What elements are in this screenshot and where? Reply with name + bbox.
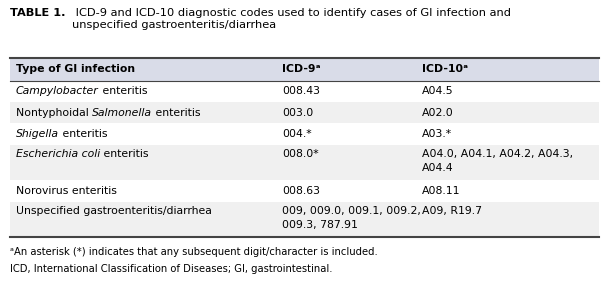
Text: Escherichia coli: Escherichia coli (16, 149, 100, 159)
Text: 009, 009.0, 009.1, 009.2,
009.3, 787.91: 009, 009.0, 009.1, 009.2, 009.3, 787.91 (282, 206, 421, 229)
Text: ᵃAn asterisk (*) indicates that any subsequent digit/character is included.: ᵃAn asterisk (*) indicates that any subs… (10, 246, 378, 257)
Text: 008.0*: 008.0* (282, 149, 319, 159)
Bar (10, 202, 599, 236)
Text: ICD, International Classification of Diseases; GI, gastrointestinal.: ICD, International Classification of Dis… (10, 264, 333, 274)
Bar (10, 81, 599, 102)
Text: Unspecified gastroenteritis/diarrhea: Unspecified gastroenteritis/diarrhea (16, 206, 212, 216)
Text: Salmonella: Salmonella (92, 108, 152, 118)
Text: Campylobacter: Campylobacter (16, 86, 99, 96)
Bar (10, 102, 599, 124)
Text: A02.0: A02.0 (422, 108, 454, 118)
Bar (10, 180, 599, 202)
Text: A09, R19.7: A09, R19.7 (422, 206, 482, 216)
Text: ICD-10ᵃ: ICD-10ᵃ (422, 64, 468, 74)
Text: TABLE 1.: TABLE 1. (10, 8, 66, 18)
Text: enteritis: enteritis (59, 129, 108, 139)
Text: 008.63: 008.63 (282, 186, 320, 196)
Text: ICD-9 and ICD-10 diagnostic codes used to identify cases of GI infection and
uns: ICD-9 and ICD-10 diagnostic codes used t… (72, 8, 511, 30)
Text: enteritis: enteritis (152, 108, 201, 118)
Text: Norovirus enteritis: Norovirus enteritis (16, 186, 117, 196)
Bar (10, 145, 599, 180)
Text: Shigella: Shigella (16, 129, 59, 139)
Text: A08.11: A08.11 (422, 186, 460, 196)
Bar (10, 124, 599, 145)
Text: 004.*: 004.* (282, 129, 312, 139)
Text: 008.43: 008.43 (282, 86, 320, 96)
Bar (10, 58, 599, 81)
Text: Nontyphoidal: Nontyphoidal (16, 108, 92, 118)
Text: Type of GI infection: Type of GI infection (16, 64, 135, 74)
Text: A03.*: A03.* (422, 129, 452, 139)
Text: ICD-9ᵃ: ICD-9ᵃ (282, 64, 320, 74)
Text: A04.5: A04.5 (422, 86, 454, 96)
Text: A04.0, A04.1, A04.2, A04.3,
A04.4: A04.0, A04.1, A04.2, A04.3, A04.4 (422, 149, 573, 173)
Text: 003.0: 003.0 (282, 108, 313, 118)
Text: enteritis: enteritis (100, 149, 149, 159)
Text: enteritis: enteritis (99, 86, 147, 96)
